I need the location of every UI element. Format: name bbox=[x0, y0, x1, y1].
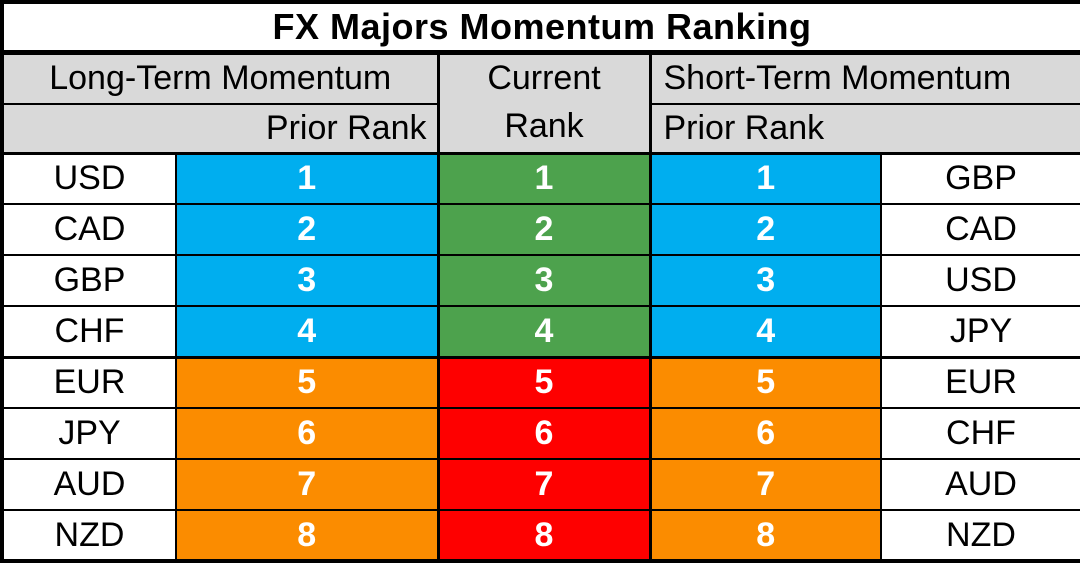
right-currency-cell: NZD bbox=[880, 509, 1080, 562]
header-long-term-momentum: Long-Term Momentum bbox=[1, 51, 439, 105]
right-currency-cell: USD bbox=[880, 254, 1080, 307]
right-currency-cell: EUR bbox=[880, 355, 1080, 409]
header-prior-rank-right: Prior Rank bbox=[649, 103, 1080, 155]
table-row: GBP 3 3 3 USD bbox=[1, 254, 1080, 307]
long-term-prior-rank-cell: 1 bbox=[175, 152, 439, 205]
current-rank-cell: 7 bbox=[436, 458, 652, 511]
short-term-prior-rank-cell: 5 bbox=[649, 355, 882, 409]
table-row: USD 1 1 1 GBP bbox=[1, 152, 1080, 205]
long-term-prior-rank-cell: 3 bbox=[175, 254, 439, 307]
page-title: FX Majors Momentum Ranking bbox=[1, 1, 1080, 55]
header-current-rank: Current Rank bbox=[436, 51, 652, 155]
long-term-prior-rank-cell: 6 bbox=[175, 407, 439, 460]
long-term-prior-rank-cell: 7 bbox=[175, 458, 439, 511]
left-currency-cell: CHF bbox=[1, 305, 177, 358]
table-row: CAD 2 2 2 CAD bbox=[1, 203, 1080, 256]
left-currency-cell: USD bbox=[1, 152, 177, 205]
left-currency-cell: AUD bbox=[1, 458, 177, 511]
header-prior-rank-left: Prior Rank bbox=[1, 103, 439, 155]
long-term-prior-rank-cell: 5 bbox=[175, 355, 439, 409]
right-currency-cell: JPY bbox=[880, 305, 1080, 358]
left-currency-cell: GBP bbox=[1, 254, 177, 307]
current-rank-cell: 4 bbox=[436, 305, 652, 358]
table-row: CHF 4 4 4 JPY bbox=[1, 305, 1080, 358]
short-term-prior-rank-cell: 2 bbox=[649, 203, 882, 256]
header-row-prior-rank: Prior Rank Prior Rank bbox=[1, 103, 1080, 155]
long-term-prior-rank-cell: 2 bbox=[175, 203, 439, 256]
left-currency-cell: EUR bbox=[1, 355, 177, 409]
right-currency-cell: AUD bbox=[880, 458, 1080, 511]
left-currency-cell: CAD bbox=[1, 203, 177, 256]
current-rank-cell: 1 bbox=[436, 152, 652, 205]
short-term-prior-rank-cell: 3 bbox=[649, 254, 882, 307]
header-current-line1: Current bbox=[487, 59, 601, 98]
long-term-prior-rank-cell: 8 bbox=[175, 509, 439, 562]
current-rank-cell: 2 bbox=[436, 203, 652, 256]
current-rank-cell: 8 bbox=[436, 509, 652, 562]
table-row: JPY 6 6 6 CHF bbox=[1, 407, 1080, 460]
header-row-groups: Long-Term Momentum Current Rank Short-Te… bbox=[1, 51, 1080, 155]
table-row: AUD 7 7 7 AUD bbox=[1, 458, 1080, 511]
header-current-line2: Rank bbox=[504, 107, 584, 145]
short-term-prior-rank-cell: 8 bbox=[649, 509, 882, 562]
right-currency-cell: GBP bbox=[880, 152, 1080, 205]
short-term-prior-rank-cell: 7 bbox=[649, 458, 882, 511]
current-rank-cell: 3 bbox=[436, 254, 652, 307]
right-currency-cell: CHF bbox=[880, 407, 1080, 460]
short-term-prior-rank-cell: 4 bbox=[649, 305, 882, 358]
header-short-term-momentum: Short-Term Momentum bbox=[649, 51, 1080, 105]
short-term-prior-rank-cell: 6 bbox=[649, 407, 882, 460]
current-rank-cell: 6 bbox=[436, 407, 652, 460]
long-term-prior-rank-cell: 4 bbox=[175, 305, 439, 358]
left-currency-cell: JPY bbox=[1, 407, 177, 460]
table-row: NZD 8 8 8 NZD bbox=[1, 509, 1080, 562]
left-currency-cell: NZD bbox=[1, 509, 177, 562]
table-row: EUR 5 5 5 EUR bbox=[1, 355, 1080, 409]
current-rank-cell: 5 bbox=[436, 355, 652, 409]
short-term-prior-rank-cell: 1 bbox=[649, 152, 882, 205]
right-currency-cell: CAD bbox=[880, 203, 1080, 256]
title-row: FX Majors Momentum Ranking bbox=[1, 1, 1080, 55]
